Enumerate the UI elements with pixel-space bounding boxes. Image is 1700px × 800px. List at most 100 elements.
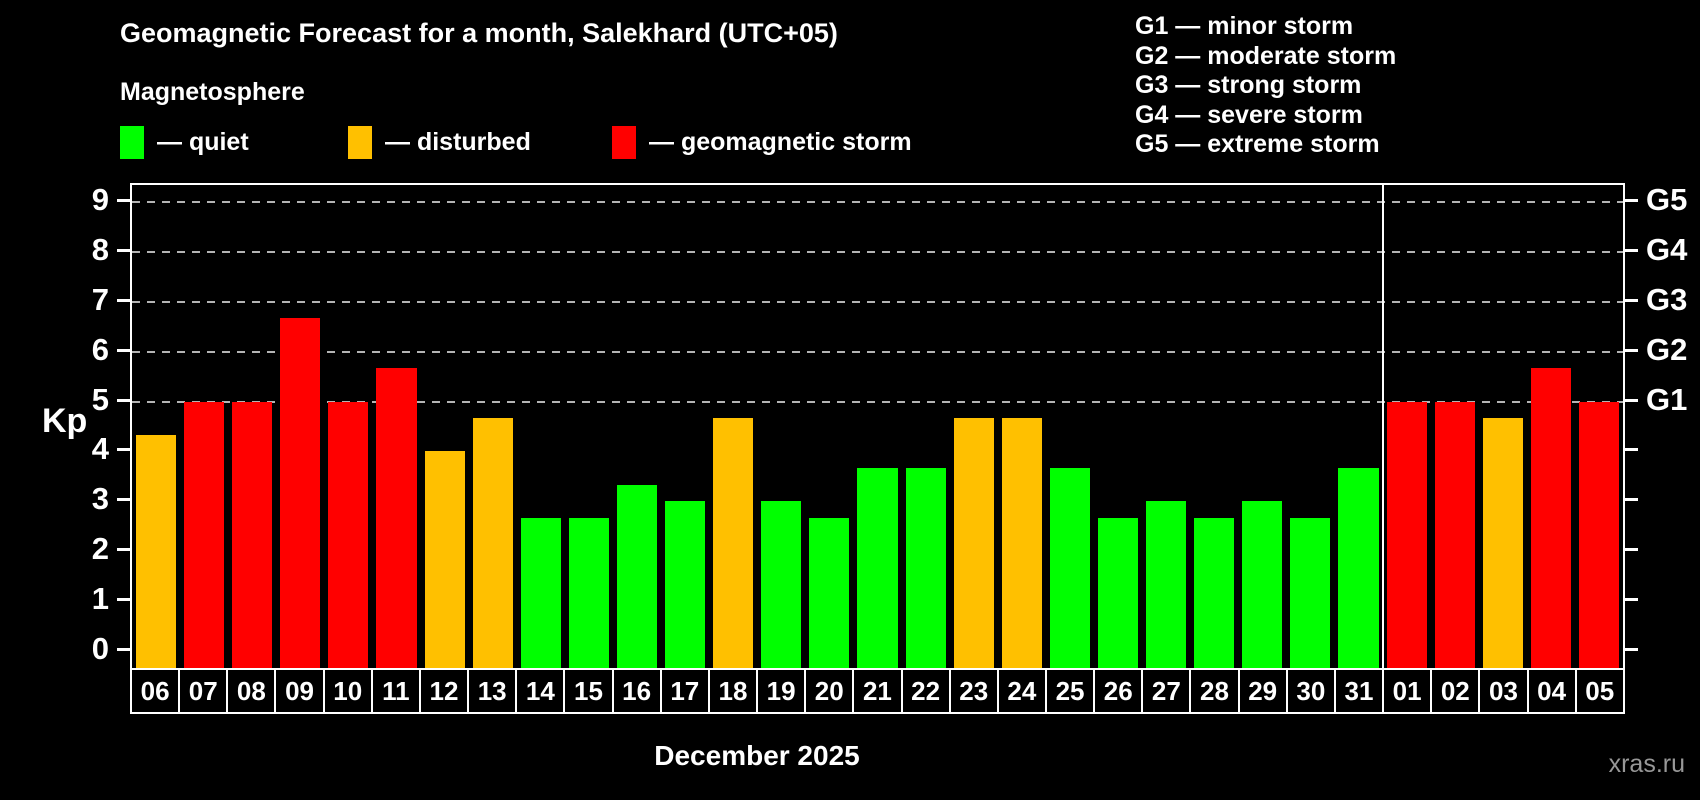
storm-scale-line-g5: G5 — extreme storm [1135, 130, 1380, 158]
kp-bar-day-28 [1194, 517, 1235, 668]
x-axis-day-27: 27 [1141, 668, 1192, 714]
kp-bar-day-10 [328, 401, 369, 668]
x-axis-day-25: 25 [1044, 668, 1096, 714]
kp-bar-day-05 [1578, 401, 1619, 668]
x-axis-day-23: 23 [948, 668, 999, 714]
right-axis-label-G2: G2 [1646, 331, 1688, 367]
x-axis-day-24: 24 [996, 668, 1047, 714]
kp-bar-day-02 [1434, 401, 1475, 668]
x-axis-day-26: 26 [1093, 668, 1144, 714]
y-axis-tick-1 [117, 597, 130, 601]
x-axis-day-15: 15 [563, 668, 614, 714]
chart-subtitle: Magnetosphere [120, 78, 305, 106]
kp-bar-day-17 [665, 501, 706, 668]
kp-bar-day-13 [472, 418, 513, 668]
y-axis-label-3: 3 [91, 481, 109, 517]
kp-bar-day-30 [1290, 517, 1331, 668]
y-axis-label-6: 6 [91, 331, 109, 367]
kp-bar-day-12 [424, 451, 465, 668]
kp-bar-day-20 [809, 517, 850, 668]
kp-bar-day-07 [184, 401, 225, 668]
kp-bar-day-16 [616, 484, 658, 668]
x-axis-day-02: 02 [1430, 668, 1481, 714]
chart-title: Geomagnetic Forecast for a month, Salekh… [120, 18, 838, 48]
gridline-kp7 [132, 301, 1623, 303]
x-axis-day-09: 09 [274, 668, 325, 714]
gridline-kp6 [132, 350, 1623, 353]
right-axis-label-G4: G4 [1646, 232, 1688, 268]
x-axis-day-11: 11 [370, 668, 421, 714]
status-legend: — quiet — disturbed — geomagnetic storm [0, 123, 1700, 161]
gridline-kp8 [132, 251, 1623, 254]
x-axis-day-14: 14 [515, 668, 566, 714]
kp-bar-day-15 [568, 517, 609, 668]
storm-scale-line-g1: G1 — minor storm [1135, 12, 1354, 40]
kp-bar-day-11 [376, 368, 417, 668]
y-axis-tick-3 [117, 498, 130, 502]
storm-scale-line-g3: G3 — strong storm [1135, 71, 1362, 99]
y-axis-tick-7 [117, 299, 130, 302]
x-axis-day-13: 13 [467, 668, 518, 714]
plot-area [130, 183, 1625, 670]
right-axis-tick-7 [1625, 299, 1638, 302]
kp-bar-day-23 [953, 418, 994, 668]
kp-bar-day-31 [1338, 467, 1379, 668]
x-axis-title: December 2025 [654, 740, 860, 771]
kp-bar-day-06 [136, 434, 177, 668]
legend-swatch-disturbed [348, 125, 372, 159]
kp-bar-day-25 [1049, 467, 1090, 668]
gridline-kp9 [132, 201, 1623, 204]
y-axis-tick-4 [117, 448, 130, 452]
right-axis-tick-3 [1625, 498, 1638, 502]
y-axis-label-5: 5 [91, 381, 109, 417]
legend-item-quiet: — quiet [120, 123, 249, 161]
y-axis-label-0: 0 [91, 630, 109, 666]
kp-bar-day-27 [1146, 501, 1187, 668]
x-axis-day-08: 08 [226, 668, 277, 714]
right-axis-tick-0 [1625, 647, 1638, 651]
storm-scale-line-g4: G4 — severe storm [1135, 100, 1363, 129]
kp-bar-day-08 [232, 401, 273, 668]
y-axis-tick-2 [117, 547, 130, 551]
watermark: xras.ru [1608, 750, 1685, 778]
x-axis-day-16: 16 [611, 668, 662, 714]
kp-bar-day-19 [761, 501, 802, 668]
y-axis-tick-6 [117, 348, 130, 352]
x-axis-day-31: 31 [1333, 668, 1385, 714]
right-axis-tick-8 [1625, 249, 1638, 253]
x-axis-day-30: 30 [1285, 668, 1336, 714]
kp-bar-day-09 [280, 318, 321, 668]
y-axis-title: Kp [42, 402, 88, 440]
x-axis-day-04: 04 [1526, 668, 1577, 714]
right-axis-tick-1 [1625, 597, 1638, 601]
x-axis-day-06: 06 [130, 668, 181, 714]
x-axis-day-05: 05 [1574, 668, 1625, 714]
right-axis-tick-2 [1625, 547, 1638, 551]
y-axis-label-4: 4 [91, 431, 109, 467]
gridline-kp5 [132, 400, 1623, 403]
x-axis-day-21: 21 [852, 668, 903, 714]
kp-bar-day-22 [905, 467, 946, 668]
right-axis-tick-5 [1625, 398, 1638, 402]
y-axis-tick-9 [117, 199, 130, 203]
kp-bar-day-03 [1482, 418, 1523, 668]
kp-bar-day-01 [1386, 401, 1427, 668]
kp-bar-day-14 [520, 517, 561, 668]
x-axis-labels: 06 07 08 09 10 11 12 13 14 15 16 17 18 19 20 21 22 23 24 25… [130, 668, 1625, 714]
legend-swatch-storm [612, 125, 636, 159]
y-axis-label-1: 1 [91, 580, 109, 616]
legend-swatch-quiet [120, 125, 144, 159]
right-axis-label-G1: G1 [1646, 381, 1688, 417]
right-axis-tick-4 [1625, 448, 1638, 452]
y-axis-tick-8 [117, 249, 130, 253]
y-axis-tick-5 [117, 398, 130, 402]
legend-label-disturbed: — disturbed [385, 127, 531, 156]
x-axis-day-18: 18 [707, 668, 759, 714]
y-axis-label-2: 2 [91, 530, 109, 566]
month-separator-line [1381, 185, 1384, 668]
right-axis-label-G5: G5 [1646, 182, 1688, 218]
x-axis-day-07: 07 [178, 668, 229, 714]
x-axis-day-28: 28 [1189, 668, 1240, 714]
kp-bar-day-21 [857, 467, 898, 668]
